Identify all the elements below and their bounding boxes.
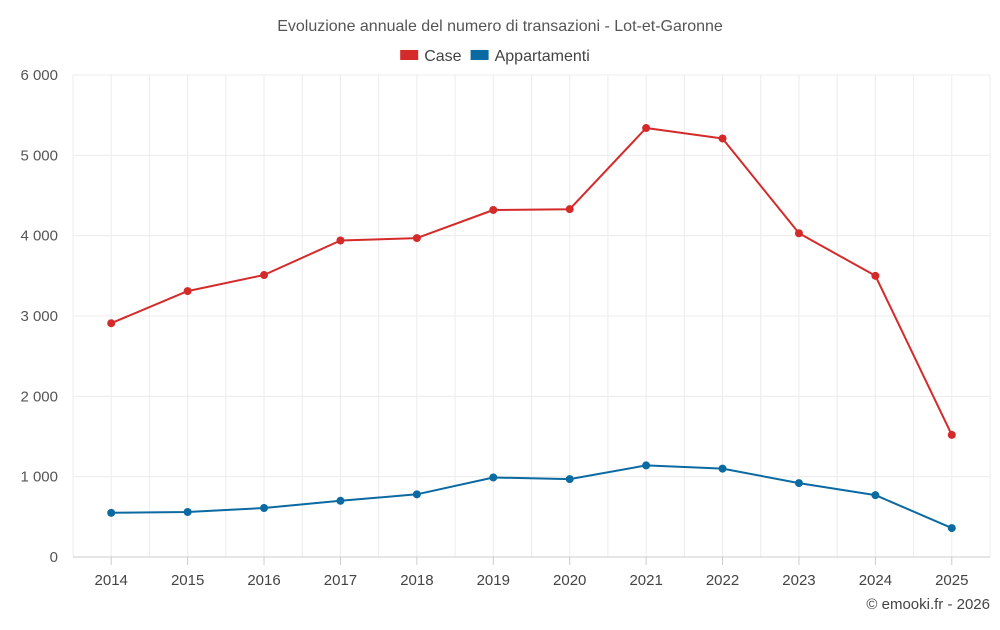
y-tick-label: 6 000 [20,67,58,84]
y-tick-label: 2 000 [20,388,58,405]
data-point-case[interactable] [642,124,651,133]
x-tick-label: 2022 [706,572,739,589]
data-point-case[interactable] [565,205,574,214]
legend-label: Appartamenti [495,48,590,65]
x-tick-label: 2023 [782,572,815,589]
legend-item-appartamenti[interactable]: Appartamenti [470,48,590,65]
data-point-case[interactable] [489,205,498,214]
data-point-case[interactable] [412,234,421,243]
x-tick-label: 2017 [324,572,357,589]
series-layer [107,124,956,533]
grid-lines [72,74,991,557]
data-point-appartamenti[interactable] [718,464,727,473]
x-tick-label: 2018 [400,572,433,589]
series-line-case [110,127,953,436]
legend-label: Case [424,48,461,65]
y-tick-label: 1 000 [20,469,58,486]
x-tick-label: 2025 [935,572,968,589]
y-tick-label: 0 [50,549,58,566]
data-point-appartamenti[interactable] [260,503,269,512]
x-tick-label: 2015 [171,572,204,589]
legend-swatch [470,50,489,60]
y-tick-label: 5 000 [20,147,58,164]
data-point-appartamenti[interactable] [107,508,116,517]
data-point-appartamenti[interactable] [871,491,880,500]
data-point-appartamenti[interactable] [183,508,192,517]
legend: Case Appartamenti [400,48,590,65]
x-tick-label: 2020 [553,572,586,589]
data-point-appartamenti[interactable] [947,524,956,533]
data-point-case[interactable] [794,229,803,238]
x-tick-label: 2019 [477,572,510,589]
y-tick-label: 3 000 [20,308,58,325]
legend-swatch [400,50,419,60]
chart-title: Evoluzione annuale del numero di transaz… [277,18,723,35]
series-line-appartamenti [111,464,953,530]
legend-item-case[interactable]: Case [400,48,462,65]
data-point-appartamenti[interactable] [565,475,574,484]
data-point-appartamenti[interactable] [489,473,498,482]
data-point-case[interactable] [718,134,727,143]
data-point-case[interactable] [871,271,880,280]
data-point-case[interactable] [947,430,956,439]
x-tick-label: 2024 [859,572,892,589]
x-tick-label: 2021 [629,572,662,589]
axes: 0 1 000 2 000 3 000 4 000 5 000 6 000 2014 2015 2… [20,67,990,589]
data-point-appartamenti[interactable] [642,461,651,470]
y-tick-label: 4 000 [20,228,58,245]
x-tick-label: 2014 [95,572,128,589]
x-tick-label: 2016 [247,572,280,589]
data-point-case[interactable] [183,287,192,296]
data-point-appartamenti[interactable] [794,479,803,488]
data-point-case[interactable] [107,319,116,328]
credit-text: © emooki.fr - 2026 [866,596,990,613]
data-point-case[interactable] [336,236,345,245]
data-point-appartamenti[interactable] [412,490,421,499]
data-point-appartamenti[interactable] [336,496,345,505]
data-point-case[interactable] [260,271,269,280]
